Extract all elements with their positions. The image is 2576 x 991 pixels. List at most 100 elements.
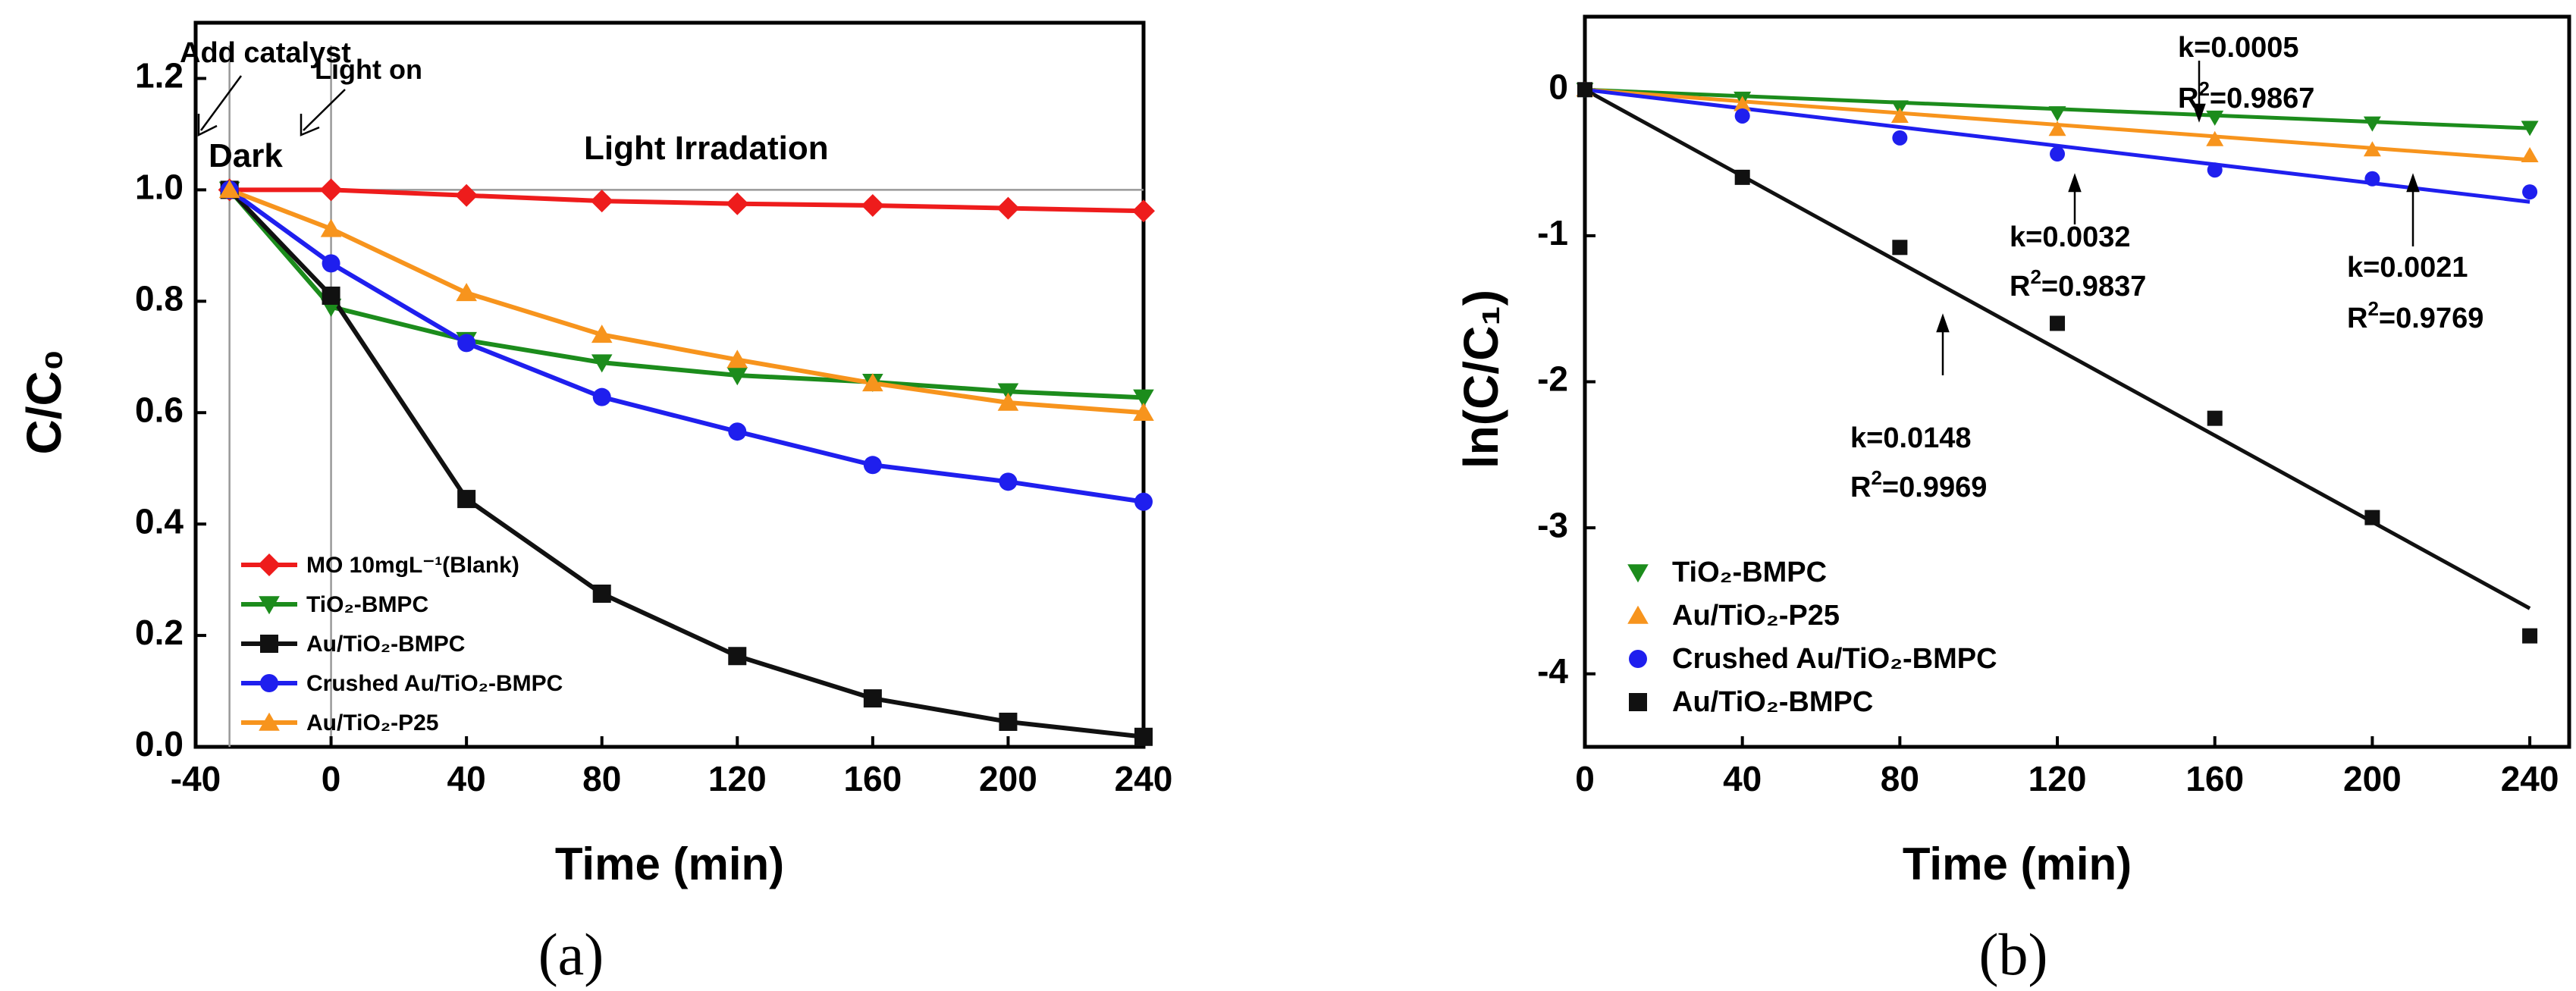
b-ticks: 0 40 80 120 160 200 240 0 -1 -2 -3 -4 — [1537, 67, 2559, 798]
b-r2: =0.9837 — [2041, 271, 2146, 303]
a-point-3-2 — [457, 334, 476, 353]
b-k4: k=0.0148 — [1850, 422, 1972, 454]
b-r3-sup: 2 — [2367, 297, 2378, 320]
a-xtick-label: 160 — [843, 759, 902, 798]
b-ytick-label: -1 — [1537, 213, 1568, 252]
b-legend-label-3: Au/TiO₂-BMPC — [1672, 686, 1873, 718]
a-point-3-3 — [592, 387, 611, 406]
a-series-line-3 — [227, 187, 1144, 504]
b-point-3-0 — [1577, 82, 1592, 98]
b-k1: k=0.0005 — [2178, 32, 2299, 64]
a-point-3-5 — [863, 456, 882, 475]
a-legend-marker-1 — [259, 596, 280, 615]
a-legend-label-3: Crushed Au/TiO₂-BMPC — [306, 671, 563, 696]
a-ticks: -40 0 40 80 120 160 200 240 0.0 0.2 0.4 0.6 0.8 1.0 1.… — [135, 56, 1172, 798]
a-point-1-6 — [997, 383, 1019, 402]
a-point-3-7 — [1134, 492, 1153, 511]
b-point-3-6 — [2522, 628, 2538, 644]
a-annot-dark: Dark — [209, 137, 283, 174]
a-legend-label-2: Au/TiO₂-BMPC — [306, 632, 465, 657]
a-point-0-4 — [726, 192, 749, 215]
a-arrowhead-add-catalyst — [197, 114, 218, 137]
a-point-2-2 — [457, 490, 476, 509]
a-point-3-6 — [999, 472, 1018, 491]
a-xlabel: Time (min) — [555, 839, 784, 889]
a-point-0-2 — [455, 183, 478, 207]
b-point-3-1 — [1734, 169, 1750, 185]
a-point-1-7 — [1133, 389, 1154, 408]
a-point-4-1 — [320, 218, 342, 237]
a-annot-light-irradation: Light Irradation — [584, 130, 829, 167]
a-ylabel: C/C₀ — [17, 349, 71, 454]
b-point-1-2 — [1890, 107, 1909, 123]
b-panel-label: (b) — [1979, 921, 2048, 987]
a-annot-light-on: Light on — [315, 54, 422, 85]
a-panel-label: (a) — [538, 921, 604, 987]
a-point-4-2 — [456, 283, 477, 302]
a-legend-label-1: TiO₂-BMPC — [306, 592, 428, 617]
b-point-0-6 — [2521, 121, 2539, 136]
a-legend-marker-0 — [258, 554, 281, 576]
b-legend-marker-1 — [1627, 605, 1649, 624]
a-ytick-label: 0.2 — [135, 613, 184, 652]
a-point-2-3 — [592, 584, 611, 603]
b-ytick-label: -3 — [1537, 505, 1568, 544]
a-xtick-label: 0 — [322, 759, 341, 798]
b-legend-marker-3 — [1629, 693, 1647, 711]
a-point-2-7 — [1134, 727, 1153, 746]
a-legend-marker-2 — [260, 635, 278, 653]
a-point-0-3 — [590, 190, 613, 213]
a-legend-marker-4 — [259, 712, 280, 731]
a-series-line-4 — [228, 187, 1144, 416]
a-point-3-1 — [322, 254, 340, 273]
a-point-2-5 — [863, 689, 882, 708]
a-arrow-light-on — [303, 89, 346, 131]
a-legend-label-0: MO 10mgL⁻¹(Blank) — [306, 553, 519, 578]
a-ytick-label: 0.8 — [135, 278, 184, 318]
b-r1-sup: 2 — [2198, 77, 2209, 100]
b-k3: k=0.0021 — [2347, 252, 2468, 284]
b-ytick-label: 0 — [1548, 67, 1568, 106]
b-arrowhead-1 — [2192, 103, 2206, 123]
b-r3: =0.9769 — [2379, 303, 2483, 334]
b-r1-wrap: R2=0.9867 — [2178, 77, 2314, 114]
a-point-0-6 — [996, 196, 1020, 220]
b-r3-wrap: R2=0.9769 — [2347, 297, 2483, 334]
b-legend-label-0: TiO₂-BMPC — [1672, 557, 1827, 588]
b-point-3-4 — [2207, 410, 2223, 426]
b-arrowhead-3 — [2406, 173, 2420, 193]
a-series-line-0 — [229, 187, 1144, 214]
a-point-4-7 — [1133, 403, 1154, 422]
b-xtick-label: 80 — [1881, 759, 1919, 798]
a-xtick-label: 240 — [1115, 759, 1173, 798]
a-point-4-3 — [591, 325, 613, 343]
a-xtick-label: 40 — [447, 759, 486, 798]
a-point-1-3 — [591, 354, 613, 373]
a-ytick-label: 0.4 — [135, 501, 184, 541]
b-point-1-1 — [1734, 96, 1752, 111]
b-r4-wrap: R2=0.9969 — [1850, 466, 1987, 503]
b-point-3-3 — [2050, 315, 2066, 331]
b-point-1-5 — [2363, 141, 2381, 157]
a-legend-marker-3 — [260, 674, 278, 692]
a-xtick-label: -40 — [171, 759, 221, 798]
a-point-4-4 — [726, 350, 748, 368]
a-arrowhead-light-on — [300, 114, 320, 136]
a-point-0-1 — [319, 178, 343, 202]
a-point-2-4 — [728, 647, 747, 666]
b-legend-label-1: Au/TiO₂-P25 — [1672, 600, 1840, 632]
a-series-markers — [218, 178, 1155, 746]
b-legend-marker-0 — [1627, 564, 1649, 583]
b-point-1-6 — [2521, 146, 2539, 162]
a-ytick-label: 1.0 — [135, 168, 184, 207]
b-xtick-label: 240 — [2501, 759, 2559, 798]
b-r2-wrap: R2=0.9837 — [2010, 265, 2146, 303]
a-ytick-label: 0.6 — [135, 390, 184, 429]
b-point-2-6 — [2522, 184, 2538, 200]
b-legend-marker-2 — [1629, 650, 1647, 668]
b-point-0-5 — [2363, 116, 2381, 132]
a-point-0-7 — [1132, 199, 1155, 223]
a-legend-label-4: Au/TiO₂-P25 — [306, 710, 438, 735]
panel-b: 0 40 80 120 160 200 240 0 -1 -2 -3 -4 ln(C/C₁) Time… — [1454, 14, 2571, 987]
a-series-lines — [227, 187, 1144, 739]
